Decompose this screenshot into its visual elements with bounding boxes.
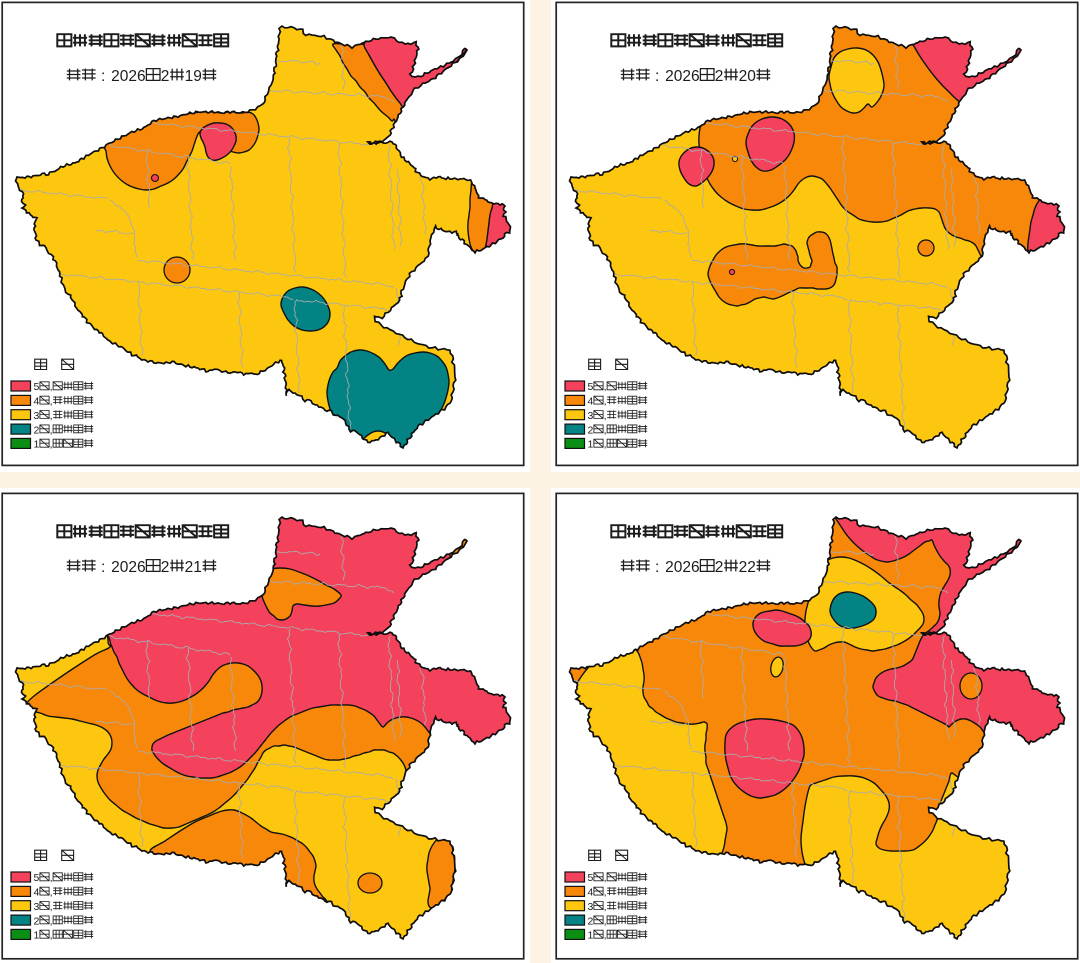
svg-text:20: 20 [739, 68, 757, 85]
svg-text:2: 2 [588, 915, 594, 927]
svg-text:1: 1 [588, 930, 594, 942]
svg-text:5: 5 [588, 872, 594, 884]
svg-text:,: , [604, 410, 607, 422]
svg-text:,: , [50, 915, 53, 927]
svg-text:,: , [50, 439, 53, 451]
svg-text:,: , [50, 381, 53, 393]
svg-text:3: 3 [34, 901, 40, 913]
svg-text:2026: 2026 [665, 559, 699, 576]
svg-text:,: , [604, 915, 607, 927]
svg-text:4: 4 [588, 887, 594, 899]
svg-text:1: 1 [34, 439, 40, 451]
svg-text:,: , [604, 439, 607, 451]
svg-text:,: , [604, 930, 607, 942]
svg-text::: : [655, 559, 659, 576]
svg-text:1: 1 [34, 930, 40, 942]
svg-text:5: 5 [588, 381, 594, 393]
svg-text:2026: 2026 [111, 68, 145, 85]
svg-text:4: 4 [588, 396, 594, 408]
svg-text:,: , [604, 872, 607, 884]
svg-text:2: 2 [715, 559, 724, 576]
svg-text:2: 2 [588, 424, 594, 436]
svg-text:3: 3 [34, 410, 40, 422]
svg-text:19: 19 [185, 68, 202, 85]
svg-text:2026: 2026 [665, 68, 699, 85]
svg-text:,: , [50, 424, 53, 436]
svg-text:4: 4 [34, 396, 40, 408]
svg-text:,: , [604, 381, 607, 393]
svg-text:,: , [604, 424, 607, 436]
svg-text:5: 5 [34, 381, 40, 393]
svg-text::: : [101, 68, 105, 85]
svg-text:3: 3 [588, 901, 594, 913]
svg-text:2: 2 [34, 424, 40, 436]
svg-text:,: , [604, 887, 607, 899]
svg-text:,: , [50, 396, 53, 408]
svg-text:,: , [50, 887, 53, 899]
svg-text:1: 1 [588, 439, 594, 451]
svg-text:,: , [50, 872, 53, 884]
svg-text:,: , [50, 930, 53, 942]
svg-text:21: 21 [185, 559, 202, 576]
svg-text:5: 5 [34, 872, 40, 884]
svg-text:2: 2 [161, 559, 170, 576]
svg-text:22: 22 [739, 559, 756, 576]
svg-text:,: , [50, 901, 53, 913]
svg-text::: : [101, 559, 105, 576]
svg-text::: : [655, 68, 659, 85]
svg-text:,: , [604, 901, 607, 913]
svg-text:2: 2 [715, 68, 724, 85]
svg-text:4: 4 [34, 887, 40, 899]
svg-text:2026: 2026 [111, 559, 145, 576]
svg-text:,: , [50, 410, 53, 422]
svg-text:2: 2 [161, 68, 170, 85]
svg-text:3: 3 [588, 410, 594, 422]
svg-text:2: 2 [34, 915, 40, 927]
svg-text:,: , [604, 396, 607, 408]
